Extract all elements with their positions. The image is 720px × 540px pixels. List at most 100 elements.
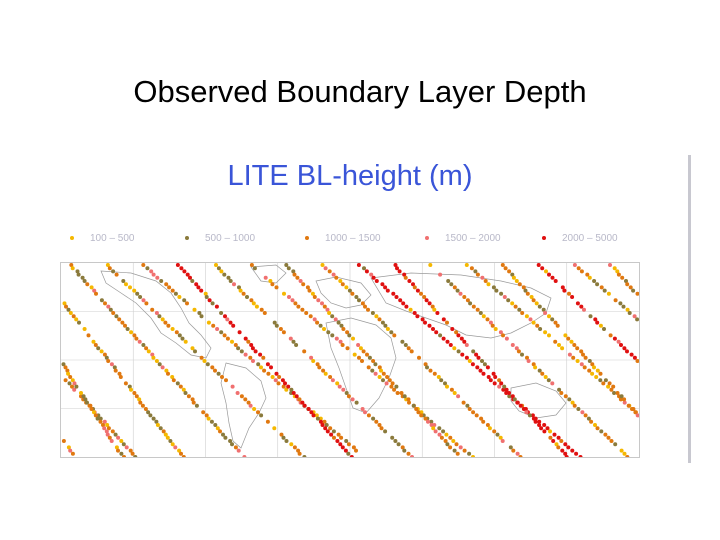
track-point (622, 397, 627, 402)
track-point (237, 330, 242, 335)
track-point (199, 314, 204, 319)
track-point (336, 320, 341, 325)
track-point (66, 445, 71, 450)
track-point (335, 381, 340, 386)
track-point (137, 339, 142, 344)
track-point (516, 349, 521, 354)
track-point (520, 352, 524, 357)
track-point (456, 349, 461, 354)
track-point (233, 343, 238, 347)
track-point (179, 451, 183, 456)
track-point (346, 451, 351, 456)
track-point (464, 343, 469, 347)
track-point (566, 445, 571, 450)
track-point (145, 266, 150, 271)
track-point (119, 439, 124, 443)
track-point (225, 317, 230, 322)
track-point (233, 445, 238, 450)
track-point (520, 311, 525, 315)
track-point (397, 269, 402, 274)
track-point (524, 314, 529, 319)
track-point (302, 349, 307, 354)
track-point (134, 336, 139, 341)
track-point (598, 371, 603, 376)
track-point (499, 291, 504, 296)
track-point (590, 371, 595, 376)
track-point (392, 333, 397, 338)
track-point (551, 439, 556, 443)
track-point (75, 269, 80, 274)
track-point (312, 317, 317, 322)
track-point (199, 288, 204, 293)
track-point (419, 413, 424, 418)
track-point (361, 349, 366, 354)
track-point (170, 442, 175, 447)
track-point (603, 432, 608, 437)
track-point (434, 330, 439, 335)
orbit-track (320, 263, 523, 457)
track-point (403, 275, 408, 280)
track-point (471, 349, 476, 354)
track-point (340, 282, 345, 287)
track-point (548, 435, 553, 440)
track-point (322, 419, 327, 424)
track-point (354, 295, 359, 299)
track-point (256, 362, 261, 367)
track-point (363, 410, 367, 415)
track-point (462, 295, 467, 299)
track-point (146, 410, 151, 415)
track-point (510, 272, 515, 277)
track-point (302, 403, 307, 408)
track-point (318, 416, 323, 421)
track-point (590, 362, 595, 367)
track-point (111, 311, 116, 315)
track-point (224, 378, 228, 383)
track-point (254, 304, 259, 309)
track-point (171, 378, 176, 383)
track-point (480, 275, 485, 280)
track-point (157, 314, 162, 319)
track-point (456, 333, 461, 338)
track-point (377, 423, 382, 427)
track-point (526, 359, 531, 363)
track-point (106, 426, 111, 431)
track-point (219, 330, 224, 335)
track-point (595, 368, 600, 373)
track-point (564, 455, 569, 457)
track-point (120, 320, 125, 325)
track-point (358, 346, 363, 351)
track-point (458, 291, 463, 296)
track-point (239, 394, 244, 399)
track-point (401, 301, 406, 306)
track-point (531, 298, 536, 303)
track-point (593, 317, 598, 322)
track-point (502, 384, 507, 389)
track-point (475, 307, 480, 312)
track-point (177, 333, 182, 338)
track-point (429, 419, 434, 424)
track-point (417, 355, 421, 360)
track-point (450, 327, 455, 331)
track-point (395, 391, 400, 395)
track-point (77, 320, 81, 325)
track-point (402, 394, 407, 399)
track-point (379, 426, 384, 431)
track-point (619, 448, 624, 453)
track-point (360, 359, 364, 363)
track-point (105, 432, 110, 437)
track-point (493, 327, 498, 331)
track-point (253, 349, 258, 354)
track-point (621, 304, 626, 309)
track-point (130, 451, 135, 456)
track-point (454, 442, 459, 447)
track-point (312, 295, 317, 299)
track-point (178, 384, 183, 389)
track-point (398, 298, 403, 303)
track-point (471, 410, 476, 415)
track-point (291, 391, 296, 395)
track-point (478, 368, 483, 373)
orbit-track (536, 263, 639, 363)
track-point (473, 269, 478, 274)
track-point (173, 445, 178, 450)
track-point (443, 381, 447, 386)
